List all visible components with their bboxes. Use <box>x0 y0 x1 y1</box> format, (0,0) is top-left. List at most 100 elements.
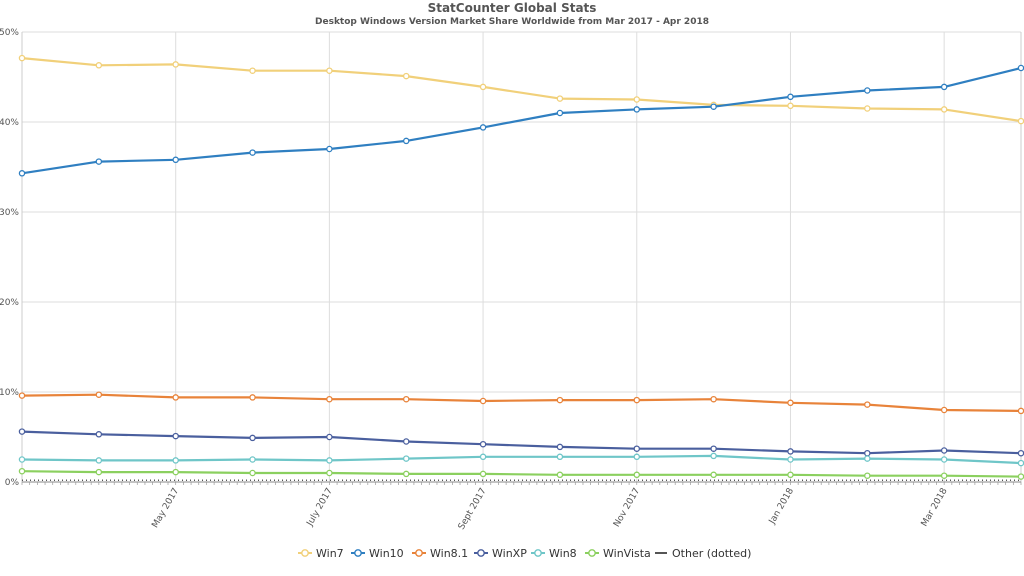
data-point-win10[interactable] <box>1017 64 1024 72</box>
data-point-winvista[interactable] <box>326 469 333 477</box>
data-point-win8[interactable] <box>864 455 871 462</box>
data-point-win10[interactable] <box>172 156 179 164</box>
data-point-win8[interactable] <box>326 457 333 464</box>
data-point-win10[interactable] <box>95 158 103 165</box>
legend-item-win7[interactable]: Win7 <box>298 547 344 560</box>
data-point-win7[interactable] <box>1017 117 1024 125</box>
data-point-win7[interactable] <box>95 62 103 69</box>
series-win8-1[interactable] <box>18 391 1024 415</box>
data-point-winxp[interactable] <box>249 434 256 442</box>
data-point-winvista[interactable] <box>556 471 564 479</box>
data-point-win7[interactable] <box>326 67 333 74</box>
legend-item-winvista[interactable]: WinVista <box>585 547 651 560</box>
data-point-win10[interactable] <box>556 109 564 117</box>
data-point-winvista[interactable] <box>479 470 487 478</box>
data-point-win7[interactable] <box>249 67 256 74</box>
data-point-winxp[interactable] <box>556 443 564 451</box>
data-point-win8[interactable] <box>18 456 26 463</box>
data-point-winxp[interactable] <box>633 445 641 452</box>
series-winvista[interactable] <box>18 467 1024 480</box>
y-tick-label: 30% <box>0 208 19 218</box>
data-point-win8[interactable] <box>710 452 717 460</box>
data-point-winxp[interactable] <box>1017 449 1024 457</box>
data-point-winxp[interactable] <box>172 432 179 440</box>
data-point-win8-1[interactable] <box>402 395 410 403</box>
data-point-winvista[interactable] <box>787 471 794 479</box>
data-point-winxp[interactable] <box>864 449 871 457</box>
data-point-win10[interactable] <box>787 93 794 101</box>
data-point-win8[interactable] <box>633 453 641 461</box>
data-point-winxp[interactable] <box>940 447 948 454</box>
data-point-win10[interactable] <box>18 170 26 177</box>
data-point-win7[interactable] <box>402 72 410 80</box>
legend[interactable]: Win7 Win10 Win8.1 WinXP Win8 WinVista Other (d… <box>298 547 751 560</box>
data-point-win8-1[interactable] <box>633 396 641 404</box>
data-point-win7[interactable] <box>18 54 26 62</box>
data-point-winxp[interactable] <box>402 438 410 445</box>
data-point-win8-1[interactable] <box>710 395 717 403</box>
data-point-win8-1[interactable] <box>249 394 256 401</box>
data-point-win8-1[interactable] <box>95 391 103 398</box>
data-point-win7[interactable] <box>787 102 794 110</box>
data-point-win10[interactable] <box>402 137 410 145</box>
data-point-win8-1[interactable] <box>556 396 564 404</box>
data-point-winvista[interactable] <box>864 472 871 479</box>
series-win7[interactable] <box>18 54 1024 125</box>
data-point-win7[interactable] <box>479 83 487 91</box>
data-point-winvista[interactable] <box>95 468 103 476</box>
data-point-winvista[interactable] <box>18 467 26 475</box>
legend-item-winxp[interactable]: WinXP <box>474 547 527 560</box>
data-point-winvista[interactable] <box>402 470 410 478</box>
data-point-win8[interactable] <box>95 457 103 464</box>
data-point-winxp[interactable] <box>95 431 103 438</box>
data-point-win8-1[interactable] <box>18 392 26 399</box>
data-point-winvista[interactable] <box>172 468 179 476</box>
data-point-winxp[interactable] <box>18 428 26 435</box>
data-point-winvista[interactable] <box>1017 473 1024 480</box>
data-point-winvista[interactable] <box>249 469 256 477</box>
data-point-win8-1[interactable] <box>787 399 794 407</box>
data-point-win8-1[interactable] <box>172 394 179 401</box>
legend-item-win8-1[interactable]: Win8.1 <box>412 547 468 560</box>
data-point-win8[interactable] <box>402 455 410 462</box>
data-point-win7[interactable] <box>556 95 564 102</box>
data-point-win8[interactable] <box>1017 459 1024 467</box>
data-point-winvista[interactable] <box>710 471 717 479</box>
data-point-win8-1[interactable] <box>940 406 948 414</box>
series-win8[interactable] <box>18 452 1024 467</box>
data-point-win7[interactable] <box>940 106 948 113</box>
data-point-win8[interactable] <box>249 456 256 463</box>
series-win10[interactable] <box>18 64 1024 177</box>
data-point-win8[interactable] <box>479 453 487 461</box>
data-point-win8[interactable] <box>172 457 179 464</box>
series-winxp[interactable] <box>18 428 1024 457</box>
data-point-win10[interactable] <box>710 103 717 110</box>
data-point-win8-1[interactable] <box>864 401 871 408</box>
data-point-win10[interactable] <box>940 83 948 91</box>
data-point-win8[interactable] <box>940 456 948 463</box>
data-point-winxp[interactable] <box>787 448 794 455</box>
data-point-win8-1[interactable] <box>1017 407 1024 415</box>
data-point-winxp[interactable] <box>326 433 333 441</box>
data-point-win8-1[interactable] <box>479 397 487 405</box>
legend-label: WinXP <box>492 547 527 560</box>
data-point-winxp[interactable] <box>710 445 717 452</box>
data-point-winxp[interactable] <box>479 440 487 448</box>
data-point-win8[interactable] <box>787 456 794 463</box>
data-point-win7[interactable] <box>633 96 641 103</box>
data-point-winvista[interactable] <box>940 472 948 479</box>
data-point-win8-1[interactable] <box>326 395 333 403</box>
data-point-win8[interactable] <box>556 453 564 461</box>
data-point-win10[interactable] <box>633 106 641 113</box>
legend-item-win8[interactable]: Win8 <box>531 547 577 560</box>
data-point-win10[interactable] <box>249 149 256 156</box>
data-point-win10[interactable] <box>479 124 487 131</box>
legend-item-other-dotted[interactable]: Other (dotted) <box>655 547 751 560</box>
data-point-win7[interactable] <box>172 61 179 68</box>
legend-item-win10[interactable]: Win10 <box>351 547 404 560</box>
data-point-win10[interactable] <box>326 145 333 153</box>
y-tick-label: 10% <box>0 388 19 398</box>
data-point-winvista[interactable] <box>633 471 641 479</box>
data-point-win7[interactable] <box>864 105 871 112</box>
data-point-win10[interactable] <box>864 87 871 94</box>
